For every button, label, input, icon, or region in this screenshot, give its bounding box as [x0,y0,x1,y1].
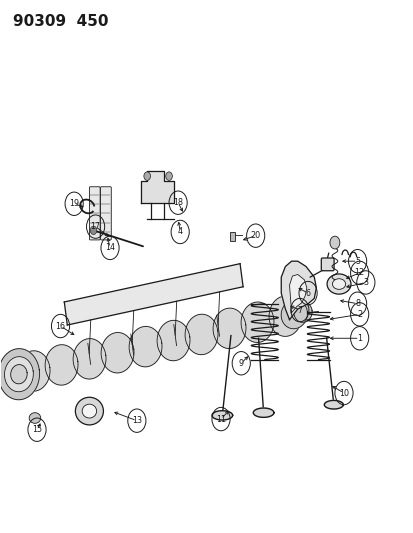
Polygon shape [11,365,27,384]
FancyBboxPatch shape [229,232,235,241]
Polygon shape [64,264,242,325]
Text: 15: 15 [32,425,42,434]
Text: 8: 8 [354,299,359,308]
Polygon shape [129,326,161,367]
Circle shape [90,226,97,235]
Ellipse shape [332,279,345,289]
Polygon shape [268,296,301,336]
Text: 2: 2 [356,310,361,319]
Polygon shape [73,338,106,379]
Text: 18: 18 [173,198,183,207]
Text: 5: 5 [354,257,359,265]
Polygon shape [157,320,190,361]
Circle shape [329,236,339,249]
Text: 20: 20 [250,231,260,240]
FancyBboxPatch shape [89,187,100,240]
Polygon shape [253,408,273,417]
Ellipse shape [75,397,103,425]
Text: 1: 1 [356,334,361,343]
Polygon shape [45,345,78,385]
Text: 14: 14 [105,244,115,253]
Text: 19: 19 [69,199,79,208]
Polygon shape [323,400,342,409]
Polygon shape [5,357,33,392]
Text: 13: 13 [131,416,142,425]
Circle shape [165,172,172,180]
Text: 90309  450: 90309 450 [13,14,108,29]
Polygon shape [211,411,232,420]
Text: 7: 7 [297,305,301,314]
Text: 6: 6 [305,288,310,297]
Polygon shape [141,171,173,203]
Polygon shape [280,261,316,320]
Circle shape [144,172,150,180]
Text: 11: 11 [216,415,225,424]
Text: 16: 16 [55,321,65,330]
Text: 4: 4 [177,228,182,237]
Polygon shape [289,274,306,313]
Text: 9: 9 [238,359,243,368]
Ellipse shape [326,274,350,294]
Polygon shape [240,302,273,343]
FancyBboxPatch shape [100,187,111,240]
Text: 10: 10 [338,389,348,398]
Polygon shape [17,351,50,391]
Polygon shape [12,302,306,385]
Polygon shape [280,300,307,329]
Polygon shape [185,314,218,354]
Text: 3: 3 [363,278,368,287]
Polygon shape [0,349,39,400]
Ellipse shape [82,404,96,418]
Polygon shape [101,333,134,373]
Polygon shape [293,302,311,322]
Ellipse shape [29,413,40,423]
FancyBboxPatch shape [320,258,333,271]
Text: 12: 12 [354,269,364,277]
Text: 17: 17 [90,222,100,231]
Polygon shape [213,308,245,349]
